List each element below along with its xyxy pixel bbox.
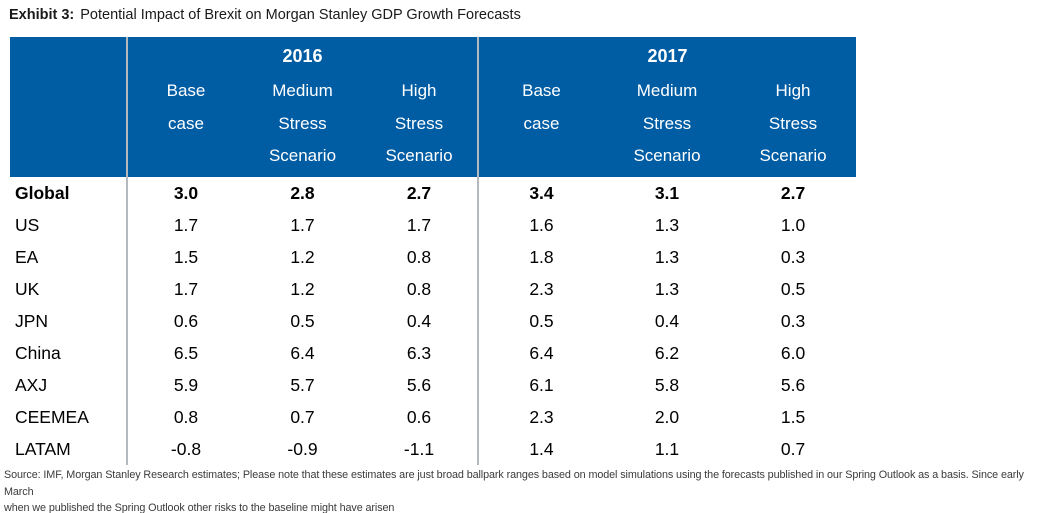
- table-row: CEEMEA 0.8 0.7 0.6 2.3 2.0 1.5: [10, 401, 856, 433]
- cell-value: -0.9: [287, 438, 318, 459]
- cell-value: 6.1: [477, 369, 604, 401]
- table-row: UK 1.7 1.2 0.8 2.3 1.3 0.5: [10, 273, 856, 305]
- row-label: China: [15, 342, 61, 363]
- cell-value: 1.6: [477, 209, 604, 241]
- cell-value: 1.4: [477, 433, 604, 465]
- row-label: US: [15, 214, 40, 235]
- cell-value: 6.4: [477, 337, 604, 369]
- cell-value: 0.7: [290, 406, 315, 427]
- cell-value: 6.5: [126, 337, 244, 369]
- cell-value: -1.1: [403, 438, 435, 459]
- source-note: Source: IMF, Morgan Stanley Research est…: [4, 467, 1054, 513]
- year-header-2017: 2017: [476, 37, 857, 75]
- row-label: AXJ: [15, 374, 48, 395]
- cell-value: 0.4: [654, 310, 680, 331]
- cell-value: 0.5: [290, 310, 315, 331]
- cell-value: 2.0: [654, 406, 680, 427]
- row-label: EA: [15, 246, 39, 267]
- cell-value: 1.2: [290, 246, 315, 267]
- cell-value: 0.3: [780, 246, 806, 267]
- column-header-2016-high: High Stress Scenario: [361, 75, 478, 177]
- cell-value: 5.9: [126, 369, 244, 401]
- cell-value: 0.6: [406, 406, 432, 427]
- table-header: 2016 2017 Base case Medium Stress Scenar…: [10, 37, 857, 177]
- cell-value: 1.5: [780, 406, 806, 427]
- column-header-2016-base: Base case: [126, 75, 244, 177]
- cell-value: 1.3: [654, 246, 680, 267]
- cell-value: 0.6: [126, 305, 244, 337]
- exhibit-title-text: Potential Impact of Brexit on Morgan Sta…: [80, 7, 521, 23]
- cell-value: 0.8: [126, 401, 244, 433]
- cell-value: 0.8: [406, 246, 432, 267]
- cell-value: 2.7: [780, 182, 806, 203]
- column-header-2017-base: Base case: [477, 75, 604, 177]
- cell-value: 6.0: [780, 342, 806, 363]
- cell-value: 5.6: [406, 374, 432, 395]
- row-label: CEEMEA: [15, 406, 89, 427]
- cell-value: 0.5: [477, 305, 604, 337]
- cell-value: 2.3: [477, 401, 604, 433]
- cell-value: 1.7: [126, 209, 244, 241]
- table-row: US 1.7 1.7 1.7 1.6 1.3 1.0: [10, 209, 856, 241]
- row-label: LATAM: [15, 438, 71, 459]
- cell-value: 1.7: [290, 214, 315, 235]
- source-note-line2: when we published the Spring Outlook oth…: [4, 502, 395, 513]
- row-label: Global: [15, 182, 70, 203]
- table-row: JPN 0.6 0.5 0.4 0.5 0.4 0.3: [10, 305, 856, 337]
- cell-value: 0.5: [780, 278, 806, 299]
- cell-value: 1.8: [477, 241, 604, 273]
- cell-value: 6.2: [654, 342, 680, 363]
- year-row: 2016 2017: [10, 37, 857, 177]
- cell-value: 0.4: [406, 310, 432, 331]
- cell-value: 6.3: [406, 342, 432, 363]
- cell-value: 2.8: [290, 182, 315, 203]
- table-row: China 6.5 6.4 6.3 6.4 6.2 6.0: [10, 337, 856, 369]
- cell-value: 5.6: [780, 374, 806, 395]
- cell-value: 3.0: [126, 177, 244, 209]
- cell-value: 1.0: [780, 214, 806, 235]
- table-row: EA 1.5 1.2 0.8 1.8 1.3 0.3: [10, 241, 856, 273]
- cell-value: 3.4: [477, 177, 604, 209]
- cell-value: 1.1: [654, 438, 680, 459]
- cell-value: 3.1: [654, 182, 680, 203]
- table-row: LATAM -0.8 -0.9 -1.1 1.4 1.1 0.7: [10, 433, 856, 465]
- cell-value: 2.3: [477, 273, 604, 305]
- corner-cell: [10, 37, 127, 177]
- table-row: AXJ 5.9 5.7 5.6 6.1 5.8 5.6: [10, 369, 856, 401]
- cell-value: 5.8: [654, 374, 680, 395]
- cell-value: 0.8: [406, 278, 432, 299]
- scenario-row: Base case Medium Stress Scenario High St…: [10, 75, 857, 177]
- column-header-2017-high: High Stress Scenario: [730, 75, 857, 177]
- cell-value: 5.7: [290, 374, 315, 395]
- table-body: Global 3.0 2.8 2.7 3.4 3.1 2.7 US 1.7 1.7 1.7 1.…: [10, 177, 856, 465]
- cell-value: -0.8: [126, 433, 244, 465]
- cell-value: 1.7: [126, 273, 244, 305]
- row-label: UK: [15, 278, 40, 299]
- column-header-2017-medium: Medium Stress Scenario: [604, 75, 730, 177]
- cell-value: 2.7: [406, 182, 432, 203]
- exhibit-title: Exhibit 3: Potential Impact of Brexit on …: [9, 7, 521, 23]
- cell-value: 1.5: [126, 241, 244, 273]
- exhibit-number: Exhibit 3:: [9, 7, 75, 23]
- cell-value: 1.3: [654, 278, 680, 299]
- cell-value: 1.3: [654, 214, 680, 235]
- cell-value: 1.7: [406, 214, 432, 235]
- source-note-line1: Source: IMF, Morgan Stanley Research est…: [4, 469, 1024, 498]
- cell-value: 6.4: [290, 342, 315, 363]
- column-header-2016-medium: Medium Stress Scenario: [244, 75, 361, 177]
- year-header-2016: 2016: [126, 37, 478, 75]
- table-row: Global 3.0 2.8 2.7 3.4 3.1 2.7: [10, 177, 856, 209]
- cell-value: 0.3: [780, 310, 806, 331]
- cell-value: 0.7: [780, 438, 806, 459]
- cell-value: 1.2: [290, 278, 315, 299]
- row-label: JPN: [15, 310, 49, 331]
- gdp-forecast-table: 2016 2017 Base case Medium Stress Scenar…: [10, 37, 857, 465]
